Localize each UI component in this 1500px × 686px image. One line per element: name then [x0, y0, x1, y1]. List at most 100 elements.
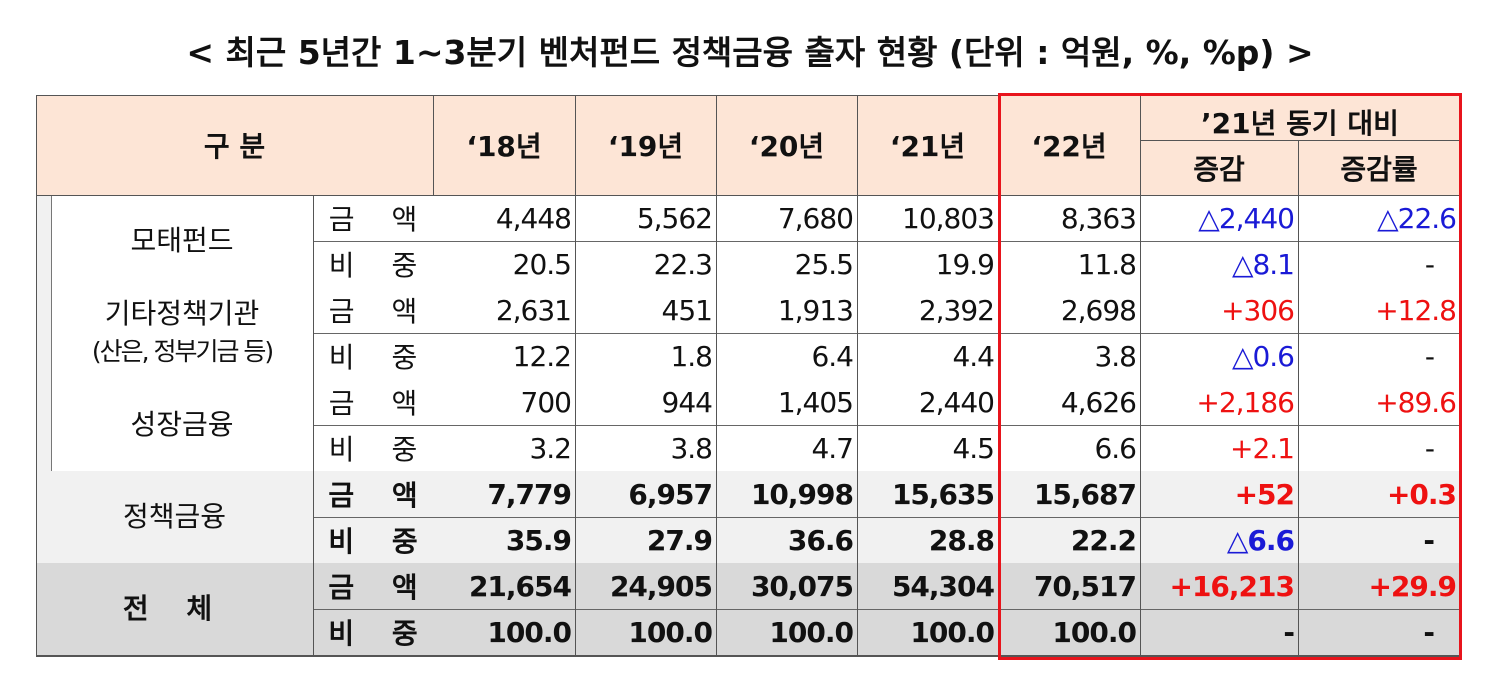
value-cell: 30,075 — [716, 563, 857, 609]
change-rate-cell: - — [1298, 425, 1460, 471]
change-cell: +306 — [1140, 287, 1298, 333]
change-rate-text: +0.3 — [1386, 477, 1457, 511]
value-cell: 944 — [575, 379, 716, 425]
value-text: 6.4 — [811, 339, 854, 373]
change-rate-cell: +12.8 — [1298, 287, 1460, 333]
value-cell: 5,562 — [575, 195, 716, 241]
value-text: 54,304 — [891, 569, 995, 603]
row-type-label: 비 중 — [313, 241, 433, 287]
change-rate-cell: +89.6 — [1298, 379, 1460, 425]
change-rate-text: +29.9 — [1368, 569, 1457, 603]
header-category-label: 구 분 — [203, 130, 266, 163]
value-cell: 22.2 — [998, 517, 1140, 563]
change-text: △2,440 — [1198, 201, 1295, 235]
change-rate-cell: △22.6 — [1298, 195, 1460, 241]
value-cell: 4.7 — [716, 425, 857, 471]
value-cell: 7,680 — [716, 195, 857, 241]
header-year-label: ‘20년 — [748, 130, 825, 163]
value-text: 1,913 — [777, 293, 854, 327]
value-cell: 21,654 — [433, 563, 575, 609]
value-text: 100.0 — [1052, 615, 1137, 649]
group-name: 정책금융 — [122, 500, 227, 533]
value-cell: 15,687 — [998, 471, 1140, 517]
value-text: 70,517 — [1033, 569, 1137, 603]
value-cell: 15,635 — [857, 471, 998, 517]
value-cell: 12.2 — [433, 333, 575, 379]
value-cell: 3.8 — [575, 425, 716, 471]
value-text: 4.7 — [811, 431, 854, 465]
change-text: +306 — [1221, 293, 1295, 327]
value-text: 100.0 — [769, 615, 854, 649]
group-label-1: 기타정책기관 (산은, 정부기금 등) — [51, 287, 313, 379]
change-text: △0.6 — [1231, 339, 1295, 373]
value-cell: 3.8 — [998, 333, 1140, 379]
value-cell: 100.0 — [575, 609, 716, 655]
row-type-text: 금 액 — [328, 295, 432, 328]
change-rate-cell: - — [1298, 517, 1460, 563]
change-text: +16,213 — [1169, 569, 1295, 603]
value-text: 6,957 — [628, 477, 713, 511]
value-cell: 24,905 — [575, 563, 716, 609]
value-cell: 3.2 — [433, 425, 575, 471]
row-type-text: 금 액 — [328, 387, 432, 420]
value-cell: 54,304 — [857, 563, 998, 609]
value-cell: 28.8 — [857, 517, 998, 563]
header-category: 구 분 — [36, 95, 433, 195]
value-text: 3.2 — [529, 431, 572, 465]
value-cell: 700 — [433, 379, 575, 425]
value-cell: 100.0 — [433, 609, 575, 655]
value-cell: 35.9 — [433, 517, 575, 563]
header-year-20: ‘20년 — [716, 95, 857, 195]
header-year-18: ‘18년 — [433, 95, 575, 195]
row-type-text: 비 중 — [328, 617, 432, 650]
change-rate-cell: +0.3 — [1298, 471, 1460, 517]
change-rate-cell: - — [1298, 609, 1460, 655]
value-text: 28.8 — [928, 523, 995, 557]
value-cell: 27.9 — [575, 517, 716, 563]
indent-strip — [37, 379, 51, 471]
value-cell: 2,440 — [857, 379, 998, 425]
header-year-21: ‘21년 — [857, 95, 998, 195]
change-rate-text: - — [1424, 339, 1435, 373]
row-type-label: 비 중 — [313, 425, 433, 471]
row-type-text: 비 중 — [328, 341, 432, 374]
header-year-22: ‘22년 — [998, 95, 1140, 195]
value-text: 944 — [661, 385, 713, 419]
value-text: 2,698 — [1060, 293, 1137, 327]
row-type-label: 금 액 — [313, 379, 433, 425]
group-name: 모태펀드 — [130, 224, 234, 257]
header-year-label: ‘19년 — [607, 130, 684, 163]
change-rate-text: +89.6 — [1375, 385, 1457, 419]
group-label-2: 성장금융 — [51, 379, 313, 471]
value-cell: 100.0 — [998, 609, 1140, 655]
value-text: 7,680 — [777, 201, 854, 235]
header-year-label: ‘18년 — [466, 130, 542, 163]
value-text: 4.4 — [952, 339, 995, 373]
change-text: +2,186 — [1196, 385, 1295, 419]
header-year-19: ‘19년 — [575, 95, 716, 195]
change-rate-text: - — [1424, 431, 1435, 465]
value-cell: 451 — [575, 287, 716, 333]
value-text: 36.6 — [787, 523, 854, 557]
value-text: 100.0 — [628, 615, 713, 649]
row-type-label: 비 중 — [313, 517, 433, 563]
value-text: 100.0 — [910, 615, 995, 649]
change-cell: - — [1140, 609, 1298, 655]
change-cell: △0.6 — [1140, 333, 1298, 379]
value-cell: 4.4 — [857, 333, 998, 379]
change-text: △8.1 — [1231, 247, 1295, 281]
value-text: 100.0 — [487, 615, 572, 649]
value-cell: 4,448 — [433, 195, 575, 241]
row-type-text: 비 중 — [328, 525, 432, 558]
group-name: 전 체 — [122, 592, 227, 625]
change-rate-text: - — [1424, 247, 1435, 281]
value-text: 7,779 — [487, 477, 572, 511]
header-year-label: ‘22년 — [1031, 130, 1107, 163]
header-change-rate: 증감률 — [1298, 140, 1460, 195]
value-text: 19.9 — [935, 247, 995, 281]
value-cell: 6.4 — [716, 333, 857, 379]
policy-finance-table: 구 분 ‘18년 ‘19년 ‘20년 ‘21년 ‘22년 ’21년 동기 대비 … — [36, 95, 1461, 657]
value-text: 5,562 — [636, 201, 713, 235]
value-cell: 8,363 — [998, 195, 1140, 241]
value-text: 15,635 — [891, 477, 995, 511]
